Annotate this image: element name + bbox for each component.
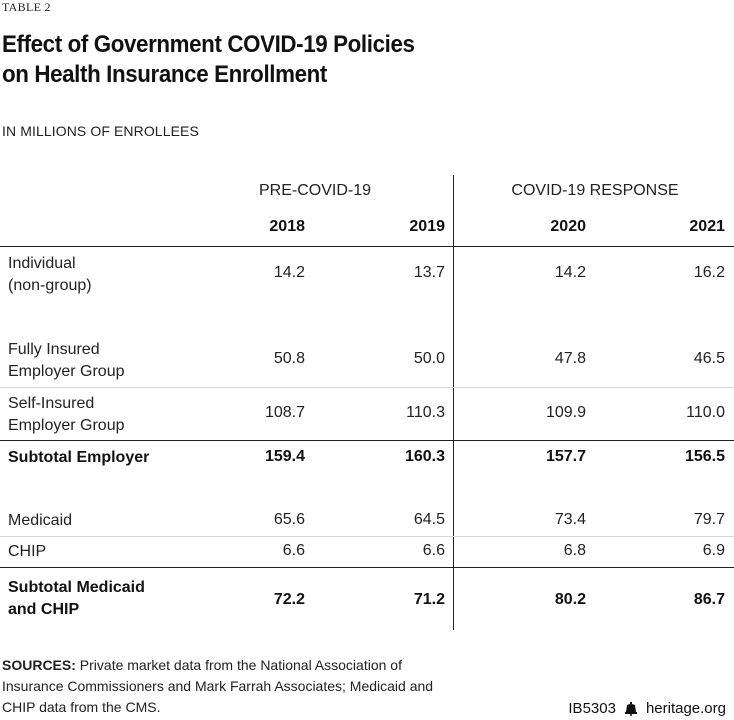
table-cell: 108.7 [264,404,305,421]
table-cell: 86.7 [693,591,725,608]
title-line-1: Effect of Government COVID-19 Policies [2,31,415,58]
row-label-self-insured: Self-Insured Employer Group [8,395,125,434]
table-cell: 159.4 [264,448,305,465]
row-label-fully-insured: Fully Insured Employer Group [8,341,125,380]
sources-label: SOURCES: [2,657,76,673]
report-code: IB5303 [568,700,616,717]
table-cell: 71.2 [413,591,445,608]
table-cell: 79.7 [693,511,725,528]
table-cell: 50.0 [413,350,445,367]
table-cell: 160.3 [404,448,445,465]
row-label-subtotal-medicaid-chip: Subtotal Medicaid and CHIP [8,579,145,618]
table-cell: 47.8 [554,350,586,367]
row-divider [0,536,734,537]
table-cell: 6.9 [702,542,725,559]
table-cell: 80.2 [554,591,586,608]
header-rule [0,246,734,247]
subtotal-rule [0,440,734,441]
table-cell: 6.6 [282,542,305,559]
table-cell: 6.6 [422,542,445,559]
table-cell: 6.8 [563,542,586,559]
table-cell: 73.4 [554,511,586,528]
table-cell: 14.2 [554,264,586,281]
group-header-covid-response: COVID-19 RESPONSE [511,182,679,199]
column-divider [453,175,454,630]
row-label-individual: Individual (non-group) [8,255,92,294]
table-cell: 13.7 [413,264,445,281]
table-cell: 157.7 [545,448,586,465]
table-cell: 65.6 [273,511,305,528]
row-label-subtotal-employer: Subtotal Employer [8,449,150,466]
units-subtitle: IN MILLIONS OF ENROLLEES [2,123,199,139]
sources-text: Private market data from the National As… [2,657,434,715]
column-header-2020: 2020 [550,218,586,235]
table-cell: 46.5 [693,350,725,367]
table-number-label: TABLE 2 [2,0,51,14]
table-cell: 72.2 [273,591,305,608]
page-title: Effect of Government COVID-19 Policies o… [2,30,653,90]
table-cell: 109.9 [545,404,586,421]
column-header-2019: 2019 [409,218,445,235]
title-line-2: on Health Insurance Enrollment [2,61,327,88]
table-cell: 156.5 [684,448,725,465]
row-label-medicaid: Medicaid [8,512,73,529]
row-divider [0,387,734,388]
footer-credit: IB5303 heritage.org [568,700,726,717]
table-cell: 110.0 [686,404,725,421]
group-header-pre-covid: PRE-COVID-19 [258,182,372,199]
subtotal-rule [0,567,734,568]
site-link[interactable]: heritage.org [645,700,726,717]
table-cell: 14.2 [273,264,305,281]
liberty-bell-icon [624,701,638,716]
column-header-2018: 2018 [269,218,305,235]
row-label-chip: CHIP [8,543,47,560]
column-header-2021: 2021 [689,218,725,235]
table-cell: 110.3 [406,404,445,421]
table-cell: 64.5 [413,511,445,528]
table-cell: 16.2 [693,264,725,281]
sources-note: SOURCES: Private market data from the Na… [2,655,442,718]
table-cell: 50.8 [273,350,305,367]
